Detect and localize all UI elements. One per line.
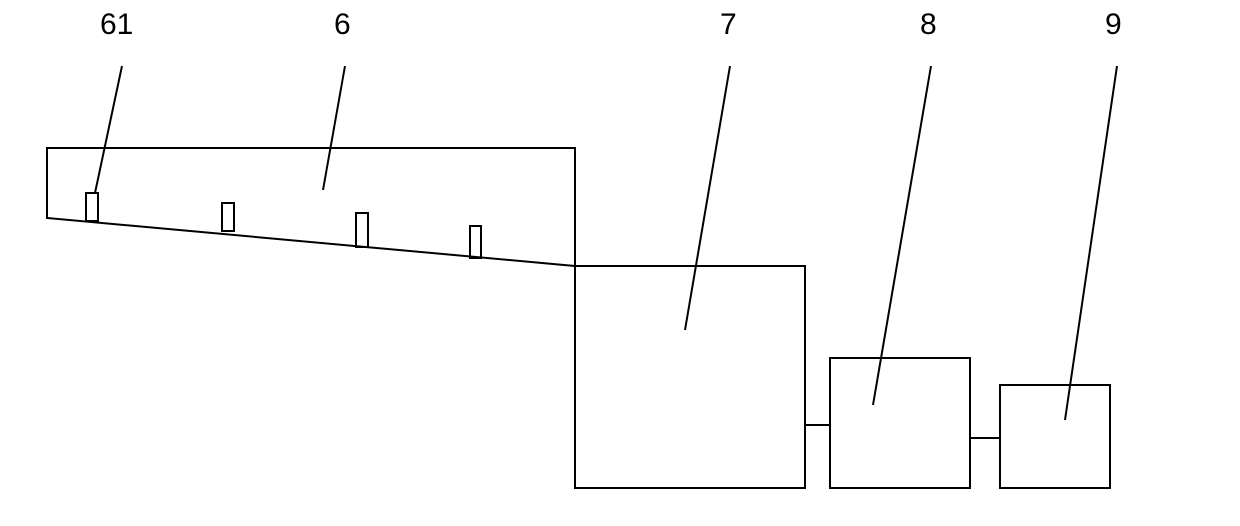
baffle-61-3 bbox=[470, 226, 481, 258]
leader-line-4 bbox=[1065, 66, 1117, 420]
baffle-61-1 bbox=[222, 203, 234, 231]
label-7: 7 bbox=[720, 8, 737, 42]
leader-line-1 bbox=[323, 66, 345, 190]
baffle-61-0 bbox=[86, 193, 98, 221]
leader-line-0 bbox=[95, 66, 122, 193]
box-9 bbox=[1000, 385, 1110, 488]
diagram-canvas bbox=[0, 0, 1240, 526]
leader-line-3 bbox=[873, 66, 931, 405]
label-61: 61 bbox=[100, 8, 133, 42]
leader-line-2 bbox=[685, 66, 730, 330]
label-9: 9 bbox=[1105, 8, 1122, 42]
box-8 bbox=[830, 358, 970, 488]
trapezoid-6 bbox=[47, 148, 575, 266]
baffle-61-2 bbox=[356, 213, 368, 247]
label-6: 6 bbox=[334, 8, 351, 42]
label-8: 8 bbox=[920, 8, 937, 42]
